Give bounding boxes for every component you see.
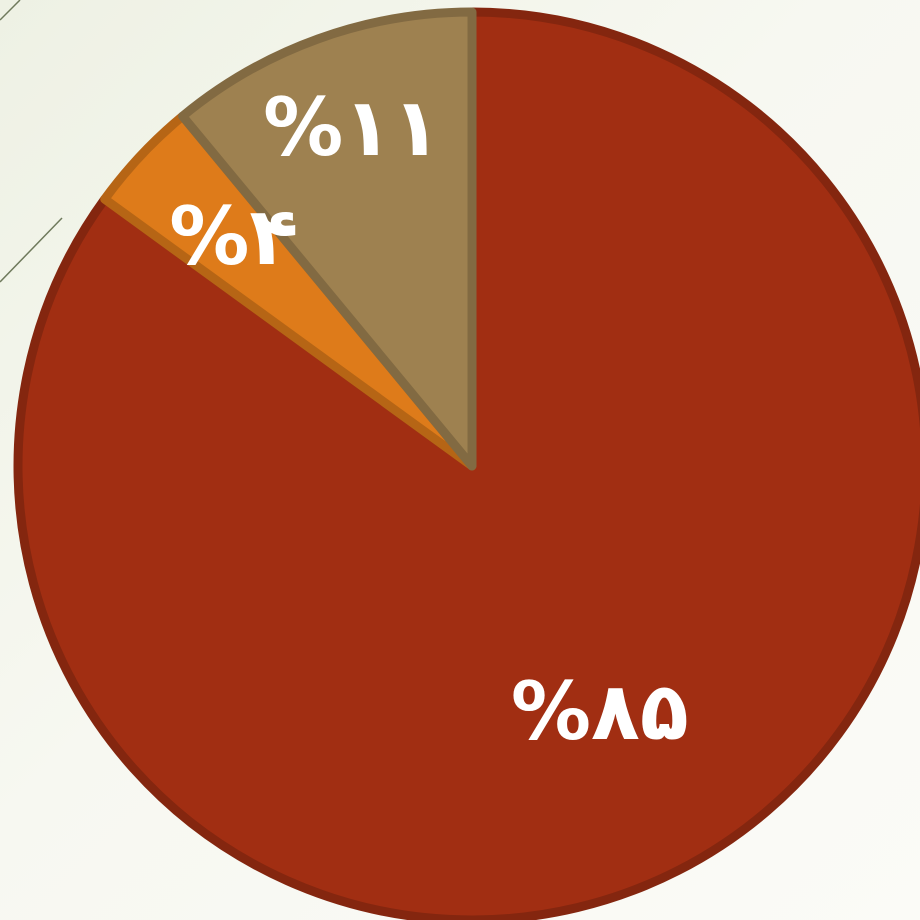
slice-label: %۱۱ [263, 81, 441, 174]
pie-labels: %۸۵ %۴ %۱۱ [169, 81, 688, 758]
pie-slices [13, 7, 920, 920]
slice-label: %۸۵ [511, 665, 689, 758]
decorative-line [0, 0, 21, 21]
decorative-line [0, 217, 63, 283]
slice-label: %۴ [169, 190, 298, 283]
pie-slice [178, 7, 477, 471]
